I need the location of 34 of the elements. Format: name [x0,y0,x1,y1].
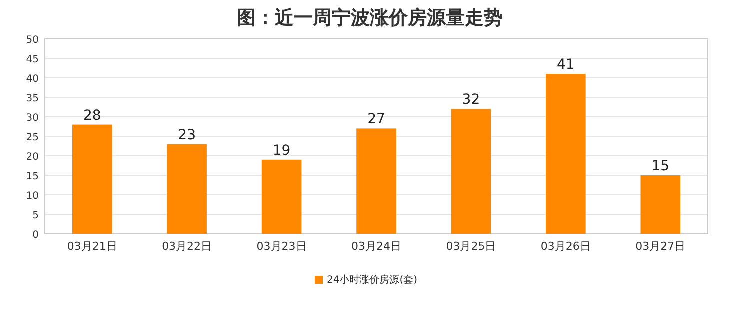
bar [640,176,681,234]
data-label: 32 [462,92,480,108]
y-tick-label: 30 [26,113,39,124]
y-tick-label: 25 [26,132,39,144]
legend-label: 24小时涨价房源(套) [327,274,418,286]
x-tick-label: 03月24日 [352,240,402,253]
y-tick-label: 20 [26,152,39,163]
y-tick-label: 0 [32,230,39,241]
x-tick-label: 03月27日 [636,240,686,253]
x-tick-label: 03月26日 [540,240,591,253]
bar [72,124,112,234]
x-tick-label: 03月22日 [162,240,212,253]
data-label: 15 [652,158,670,174]
bar [167,144,207,234]
y-tick-label: 40 [26,74,39,85]
data-label: 41 [557,57,575,74]
bar [262,160,302,234]
bar [546,74,586,234]
y-tick-label: 45 [26,54,39,66]
data-label: 23 [178,127,196,144]
x-tick-label: 03月21日 [67,240,118,253]
chart-title: 图：近一周宁波涨价房源量走势 [237,7,503,29]
data-label: 27 [368,112,386,128]
data-label: 19 [272,142,291,159]
x-tick-label: 03月25日 [446,240,496,253]
y-tick-label: 50 [26,35,39,46]
bar [451,109,492,234]
y-tick-label: 15 [26,172,39,182]
x-tick-label: 03月23日 [256,240,307,253]
y-tick-label: 35 [26,94,39,104]
y-tick-label: 5 [32,210,39,222]
data-label: 28 [83,108,102,124]
bar [356,128,396,234]
y-tick-label: 10 [26,191,39,202]
